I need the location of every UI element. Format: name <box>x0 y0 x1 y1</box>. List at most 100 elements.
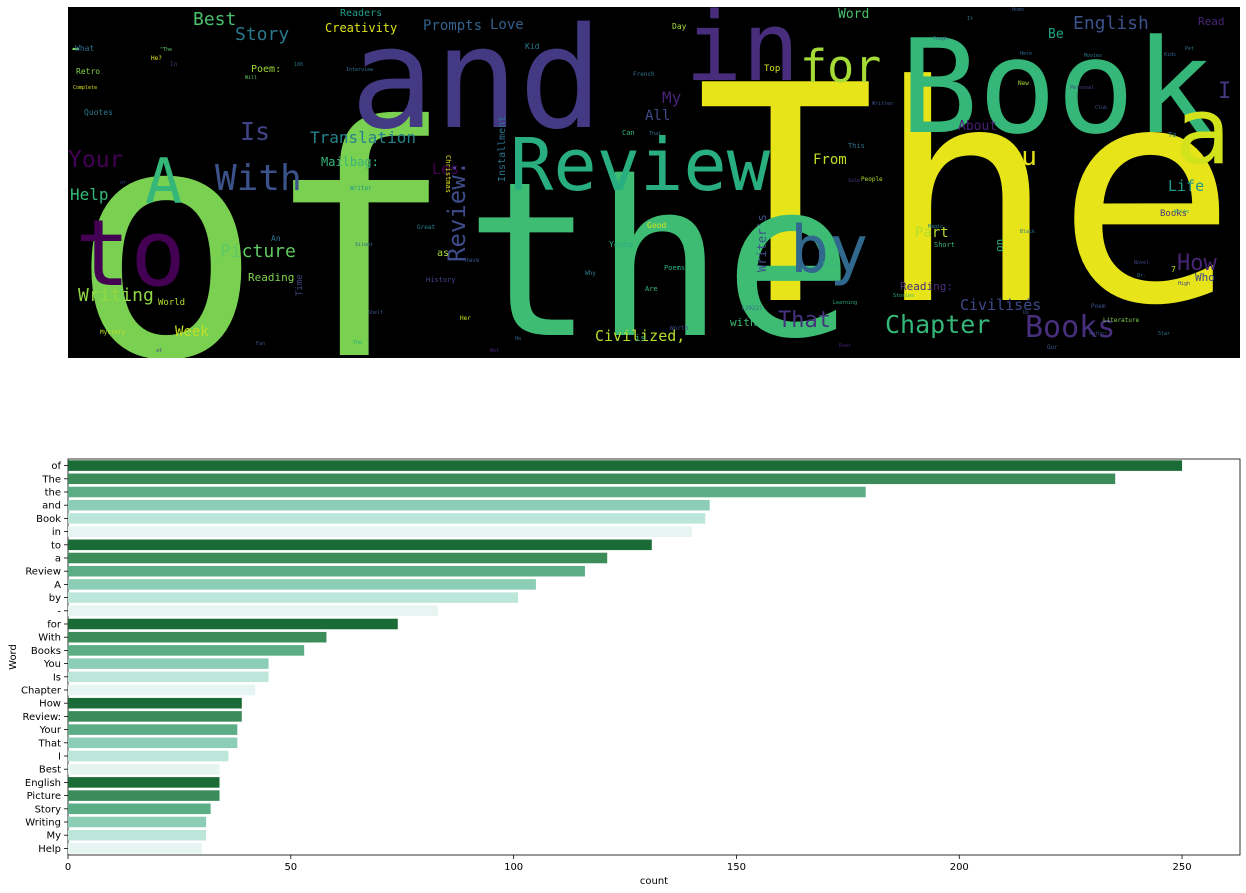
word-cloud-word: An <box>271 234 281 243</box>
bar <box>68 843 202 854</box>
word-cloud-word: Quotes <box>84 108 113 117</box>
y-tick-label: With <box>38 633 61 644</box>
word-cloud-word: To <box>1168 131 1176 139</box>
y-tick-label: English <box>25 778 61 789</box>
word-cloud-word: Part <box>915 225 949 241</box>
word-cloud-word: Shelf <box>368 310 383 316</box>
word-cloud-word: Great <box>417 224 435 231</box>
y-tick-label: Your <box>39 725 62 736</box>
bar <box>68 697 242 709</box>
word-cloud-word: Word <box>838 7 869 22</box>
word-cloud-word: on <box>993 239 1006 252</box>
word-cloud-word: Worth <box>670 325 688 332</box>
bar <box>68 539 652 551</box>
word-cloud-word: Retro <box>76 67 100 76</box>
word-cloud-word: Writer <box>350 185 372 192</box>
word-cloud-word: and <box>350 0 603 161</box>
word-cloud-word: Star <box>1158 331 1170 337</box>
word-cloud-word: Time <box>295 274 305 296</box>
word-cloud-word: Here <box>1020 51 1032 57</box>
word-cloud-word: With <box>215 158 302 199</box>
word-cloud-word: Complete <box>73 85 97 91</box>
x-tick-label: 50 <box>284 862 297 873</box>
word-cloud-word: Young <box>609 240 633 249</box>
bar <box>68 750 229 762</box>
word-cloud-word: Writer's <box>755 214 769 272</box>
word-cloud-word: Translation <box>310 128 416 147</box>
bar <box>68 711 242 722</box>
bar <box>68 684 256 696</box>
word-cloud-word: at <box>156 348 162 354</box>
word-cloud-word: Books <box>1025 310 1115 345</box>
word-cloud-word: is <box>635 334 646 344</box>
word-cloud-word: Learning <box>833 300 857 306</box>
bar <box>68 499 710 511</box>
word-cloud-word: Her <box>460 315 471 322</box>
word-cloud-word: How <box>1177 251 1217 276</box>
word-cloud-word: with <box>730 316 757 329</box>
word-cloud-word: The <box>353 340 362 346</box>
word-cloud-word: Movies <box>1084 53 1102 59</box>
y-tick-label: Picture <box>27 791 61 802</box>
word-cloud-word: French <box>633 71 655 78</box>
word-cloud-word: Mailbag: <box>321 155 379 169</box>
y-tick-label: That <box>38 738 62 749</box>
y-tick-label: The <box>41 474 61 485</box>
word-cloud-word: Not <box>490 348 499 354</box>
y-tick-label: I <box>58 752 61 763</box>
bar <box>68 763 220 775</box>
word-cloud-word: It <box>967 16 973 22</box>
word-cloud-word: English <box>1073 13 1149 34</box>
bar <box>68 592 519 603</box>
bar <box>68 803 211 815</box>
word-cloud-word: or <box>120 180 126 186</box>
word-cloud-word: Writing <box>78 285 154 306</box>
bar <box>68 829 207 841</box>
word-cloud-word: From <box>813 152 847 168</box>
word-cloud-word: Novel <box>1134 260 1149 266</box>
bar <box>68 671 269 683</box>
y-tick-label: and <box>42 501 61 512</box>
y-tick-label: for <box>47 620 62 631</box>
word-cloud-word: Dr. <box>1137 273 1146 279</box>
word-cloud-word: Your <box>68 147 123 173</box>
word-cloud-word: Top <box>764 64 780 74</box>
word-cloud-word: Author <box>1089 331 1107 337</box>
y-tick-label: Review: <box>22 712 61 723</box>
word-cloud-word: of <box>70 59 455 360</box>
word-cloud-word: Read <box>1198 15 1225 28</box>
word-cloud-word: for <box>800 40 881 93</box>
word-cloud-word: Personal <box>1070 85 1094 91</box>
word-cloud-word: World <box>158 298 185 308</box>
word-cloud-word: A <box>145 145 182 218</box>
word-cloud-word: Story <box>235 24 289 45</box>
word-cloud-word: In <box>170 61 178 68</box>
word-cloud-word: Why <box>585 270 596 277</box>
y-tick-label: Story <box>35 804 61 815</box>
word-cloud-word: Us <box>1023 310 1029 316</box>
word-cloud-word: Civilisés <box>960 296 1041 314</box>
bar <box>68 777 220 788</box>
bar <box>68 513 706 524</box>
word-cloud-word: to <box>75 200 186 307</box>
x-tick-label: 250 <box>1173 862 1192 873</box>
plot-frame <box>67 458 1241 856</box>
y-tick-label: Books <box>31 646 61 657</box>
y-tick-label: in <box>52 527 61 538</box>
word-cloud-word: the <box>465 135 853 360</box>
word-cloud-word: Will <box>245 75 257 81</box>
word-cloud-word: a <box>1175 78 1230 185</box>
bar <box>68 526 692 537</box>
word-cloud-word: Home <box>1012 7 1024 13</box>
word-cloud-word: by <box>790 213 868 288</box>
word-cloud-word: He? <box>151 55 162 62</box>
word-cloud-word: Love <box>490 17 524 33</box>
y-tick-label: My <box>46 831 61 842</box>
word-cloud-word: Best <box>193 9 236 30</box>
word-cloud-word: Be <box>1048 27 1064 42</box>
x-tick-label: 150 <box>727 862 746 873</box>
word-cloud-word: You <box>990 142 1037 172</box>
word-cloud-word: 7 <box>1171 265 1176 274</box>
y-tick-label: by <box>49 593 61 604</box>
